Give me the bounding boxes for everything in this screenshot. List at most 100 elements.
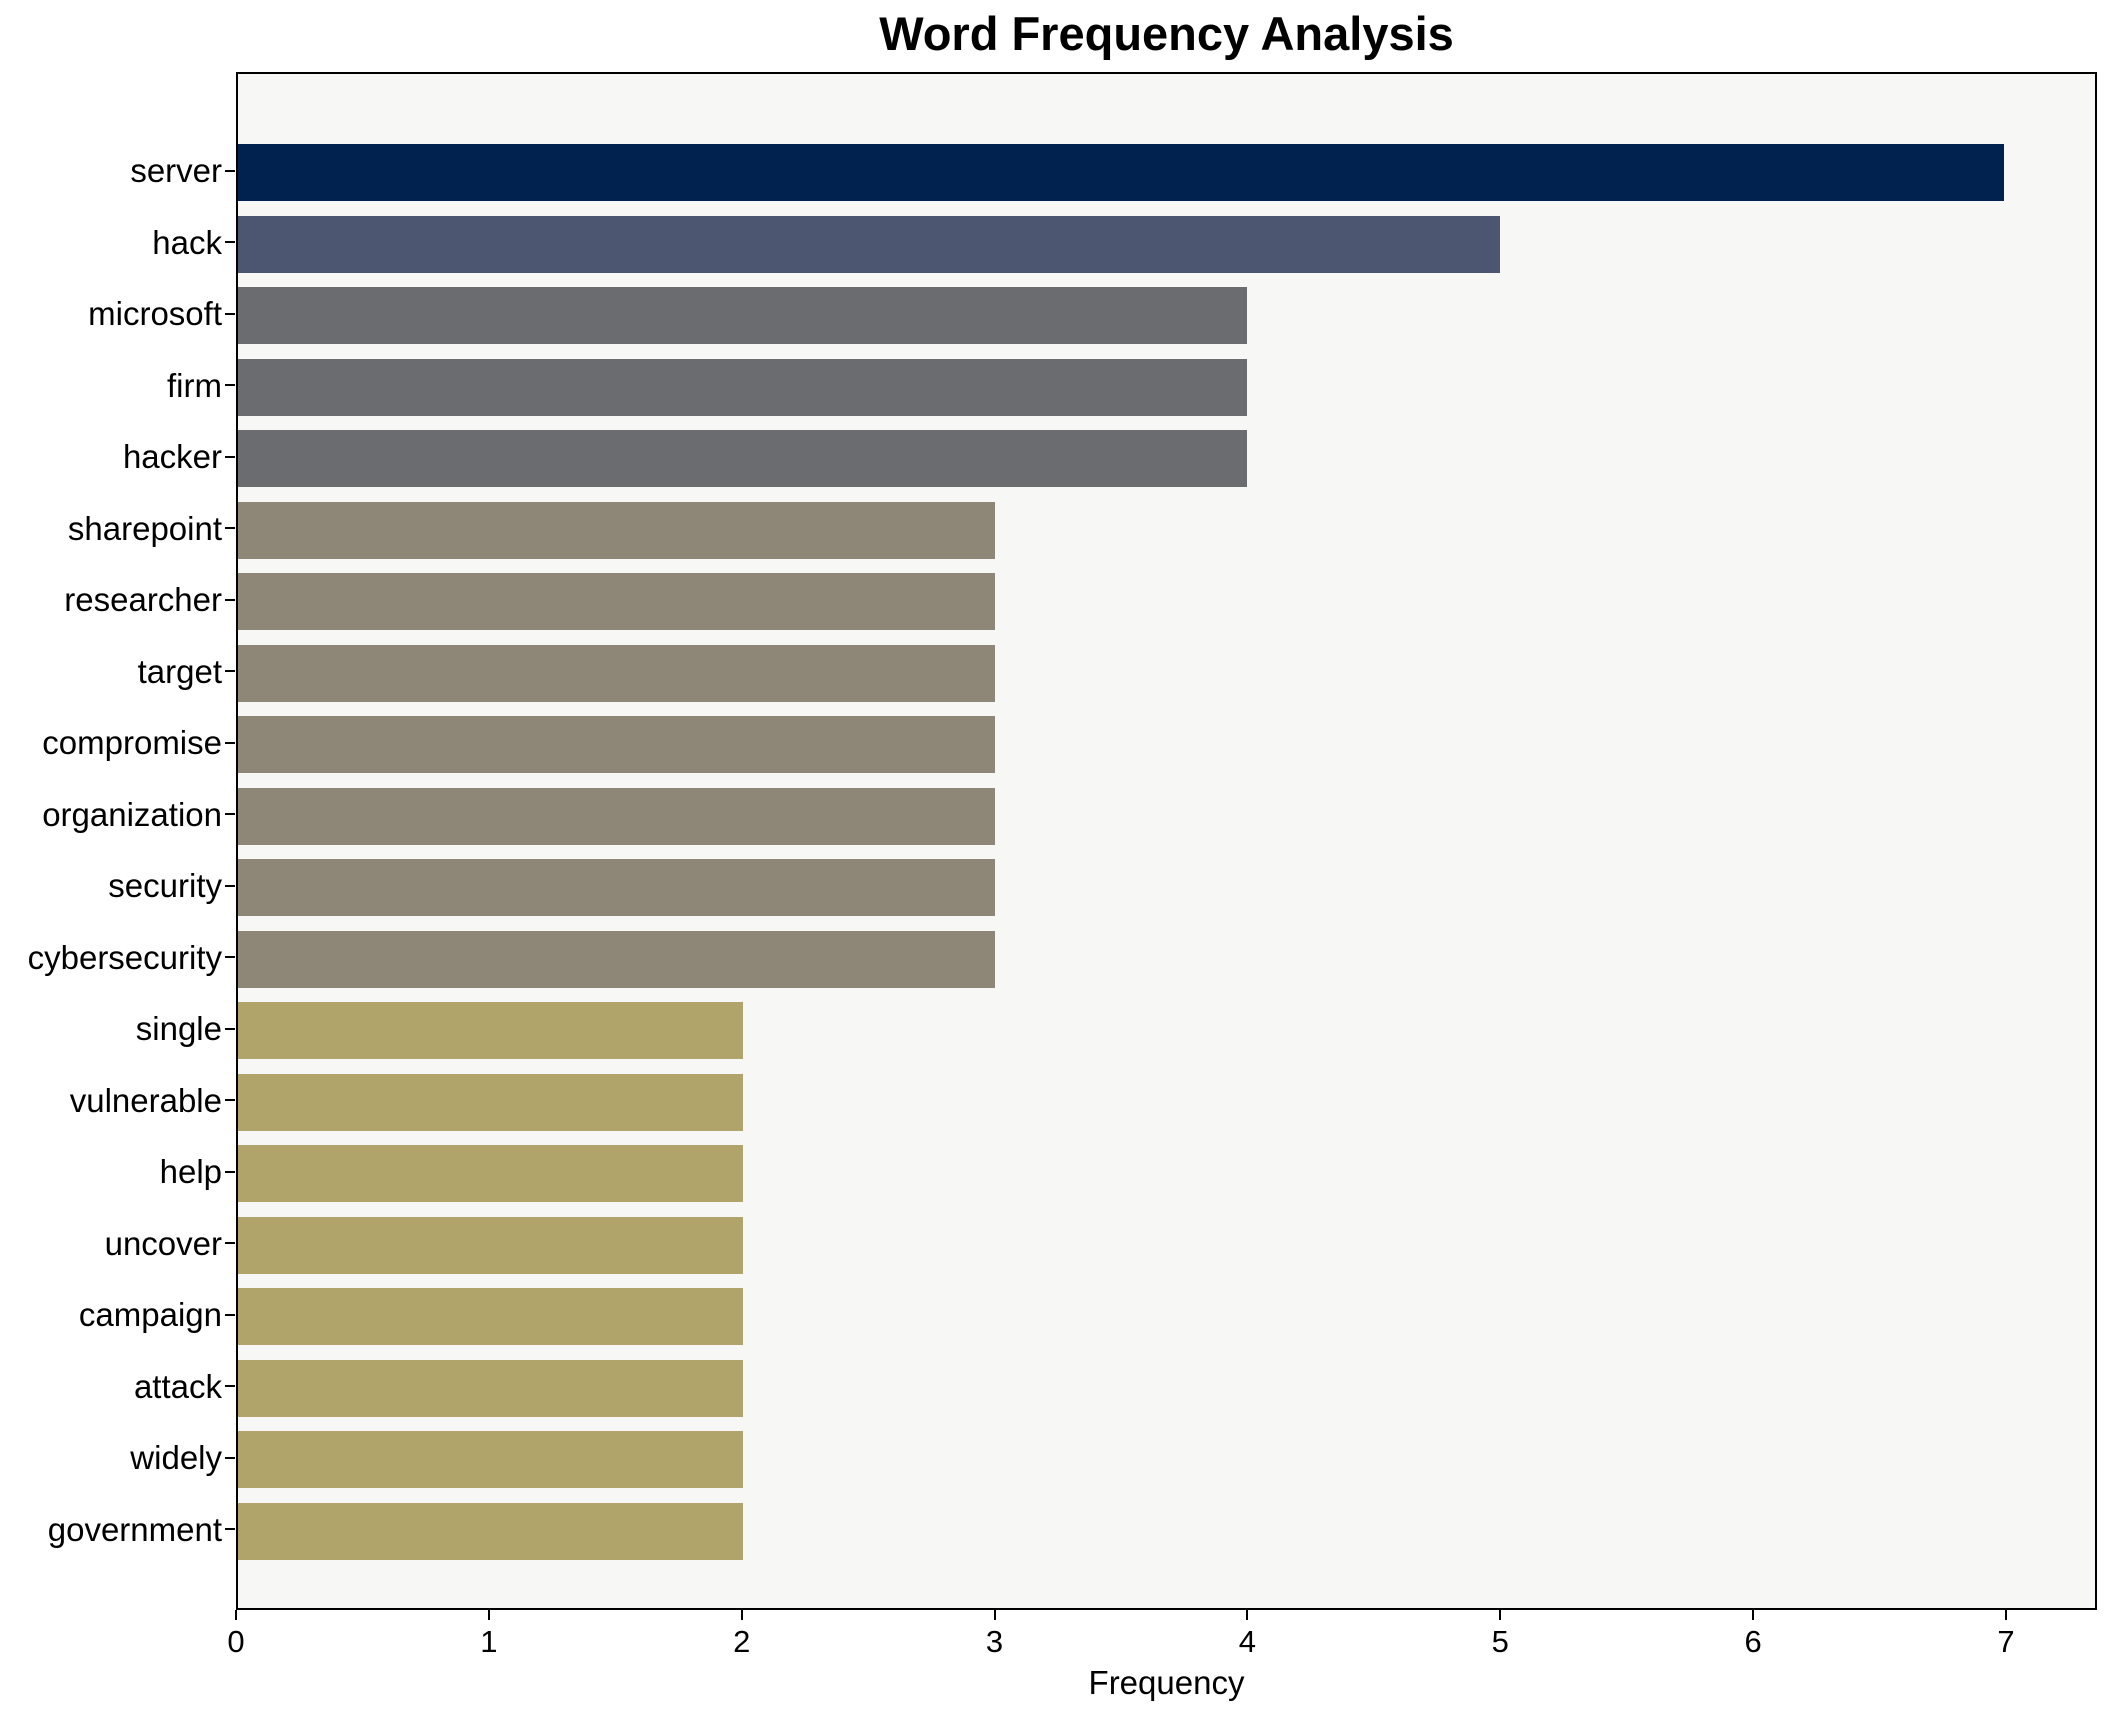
y-tick-mark [225, 956, 235, 959]
y-tick-mark [225, 312, 235, 315]
bar-hack [238, 215, 1500, 273]
y-axis-label-cybersecurity: cybersecurity [27, 938, 222, 976]
bar-row [238, 709, 2095, 781]
y-axis-label-attack: attack [133, 1367, 222, 1405]
bar-security [238, 859, 995, 917]
y-tick-mark [225, 241, 235, 244]
x-tick-mark [235, 1610, 237, 1620]
bar-organization [238, 787, 995, 845]
y-axis-label-researcher: researcher [64, 581, 222, 618]
x-axis-label: Frequency [1088, 1664, 1245, 1701]
bar-row [238, 1138, 2095, 1210]
x-tick-mark [2004, 1610, 2007, 1620]
y-tick-mark [225, 1456, 235, 1459]
bar-row [238, 1496, 2095, 1568]
bar-campaign [238, 1288, 743, 1346]
y-axis-label-server: server [130, 152, 222, 189]
x-tick-mark [1752, 1610, 1755, 1620]
y-tick-mark [225, 1313, 235, 1316]
y-axis-label-hacker: hacker [122, 438, 222, 475]
x-tick-label-5: 5 [1491, 1624, 1509, 1659]
y-tick-mark [225, 1242, 235, 1245]
x-tick-mark [1246, 1610, 1249, 1620]
bar-row [238, 209, 2095, 281]
bar-vulnerable [238, 1073, 743, 1131]
y-tick-mark [225, 741, 235, 744]
x-tick-label-0: 0 [227, 1624, 245, 1659]
x-tick-mark [740, 1610, 743, 1620]
y-axis-label-single: single [135, 1010, 222, 1047]
bar-target [238, 644, 995, 702]
bar-server [238, 144, 2005, 202]
bar-row [238, 566, 2095, 638]
y-tick-mark [225, 1099, 235, 1102]
bar-row [238, 352, 2095, 424]
y-axis-label-compromise: compromise [42, 724, 222, 761]
bar-row [238, 1424, 2095, 1496]
x-tick-label-7: 7 [1997, 1624, 2015, 1659]
y-tick-mark [225, 455, 235, 458]
x-tick-label-2: 2 [733, 1624, 751, 1659]
y-axis-label-widely: widely [130, 1439, 222, 1476]
bar-attack [238, 1359, 743, 1417]
y-axis-label-firm: firm [167, 366, 222, 404]
x-tick-label-1: 1 [480, 1624, 498, 1659]
y-axis-label-sharepoint: sharepoint [67, 509, 222, 547]
bar-row [238, 495, 2095, 567]
bar-row [238, 1281, 2095, 1353]
x-tick-label-3: 3 [985, 1624, 1004, 1659]
x-tick-mark [993, 1610, 996, 1620]
bar-government [238, 1502, 743, 1560]
bar-cybersecurity [238, 930, 995, 988]
y-axis-label-government: government [47, 1510, 222, 1548]
y-tick-mark [225, 1385, 235, 1388]
bar-row [238, 852, 2095, 924]
y-tick-mark [225, 1170, 235, 1173]
chart-title: Word Frequency Analysis [879, 7, 1454, 60]
bar-single [238, 1002, 743, 1060]
y-tick-mark [225, 670, 235, 673]
y-tick-mark [225, 598, 235, 601]
y-axis-label-target: target [137, 652, 222, 690]
y-tick-mark [225, 384, 235, 387]
bar-row [238, 1353, 2095, 1425]
y-tick-mark [225, 169, 235, 172]
y-axis-label-organization: organization [42, 795, 222, 833]
y-tick-mark [225, 527, 235, 530]
bar-uncover [238, 1216, 743, 1274]
bar-firm [238, 358, 1248, 416]
bar-researcher [238, 573, 995, 631]
bar-compromise [238, 716, 995, 774]
x-tick-mark [487, 1610, 490, 1620]
bar-sharepoint [238, 501, 995, 559]
y-axis-label-help: help [159, 1153, 222, 1190]
bar-microsoft [238, 287, 1248, 345]
plot-area [236, 72, 2097, 1610]
bar-row [238, 1067, 2095, 1139]
y-tick-mark [225, 1528, 235, 1531]
y-axis-label-security: security [108, 867, 222, 904]
bar-widely [238, 1431, 743, 1489]
bar-row [238, 1210, 2095, 1282]
y-tick-mark [225, 1027, 235, 1030]
x-tick-mark [1499, 1610, 1502, 1620]
bar-row [238, 423, 2095, 495]
y-axis-label-microsoft: microsoft [88, 295, 222, 332]
y-axis-label-hack: hack [152, 223, 222, 261]
bar-row [238, 924, 2095, 996]
y-tick-mark [225, 813, 235, 816]
bar-row [238, 781, 2095, 853]
bar-row [238, 280, 2095, 352]
x-tick-label-4: 4 [1238, 1624, 1257, 1659]
bar-row [238, 137, 2095, 209]
y-axis-label-vulnerable: vulnerable [69, 1081, 222, 1119]
x-tick-label-6: 6 [1744, 1624, 1762, 1659]
y-axis-label-campaign: campaign [78, 1296, 222, 1333]
bar-help [238, 1145, 743, 1203]
y-tick-mark [225, 884, 235, 887]
bar-hacker [238, 430, 1248, 488]
bar-row [238, 995, 2095, 1067]
bar-row [238, 638, 2095, 710]
y-axis-label-uncover: uncover [104, 1224, 222, 1262]
